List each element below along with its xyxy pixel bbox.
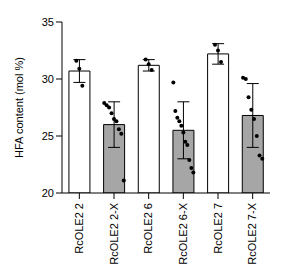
svg-text:35: 35 [42,16,54,28]
svg-text:25: 25 [42,130,54,142]
svg-text:RcOLE2 2-X: RcOLE2 2-X [108,202,120,264]
svg-text:30: 30 [42,73,54,85]
svg-text:RcOLE2 7-X: RcOLE2 7-X [246,202,258,264]
svg-text:RcOLE2 2: RcOLE2 2 [73,203,85,254]
svg-text:RcOLE2 7: RcOLE2 7 [212,203,224,254]
svg-text:RcOLE2 6-X: RcOLE2 6-X [177,202,189,264]
svg-text:HFA content (mol %): HFA content (mol %) [13,57,25,158]
svg-text:20: 20 [42,187,54,199]
svg-text:RcOLE2 6: RcOLE2 6 [142,203,154,254]
